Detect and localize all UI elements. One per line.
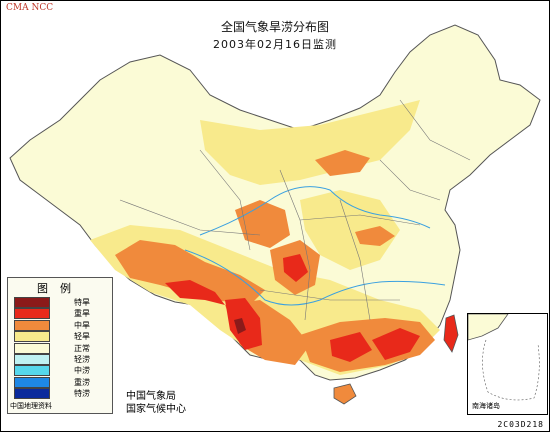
- moderate-drought-north: [315, 150, 370, 176]
- legend-swatch: [14, 297, 50, 308]
- agency-line1: 中国气象局: [126, 391, 176, 402]
- legend-box: 图例 特旱重旱 中旱轻旱 正常轻涝中涝 重涝特涝中国地理资料: [7, 277, 113, 414]
- legend-item: 特旱: [14, 297, 110, 309]
- legend-swatch: [14, 388, 50, 400]
- legend-source: 中国地理资料: [10, 402, 52, 410]
- hainan-island: [333, 383, 357, 405]
- legend-label: 中涝: [74, 366, 90, 376]
- legend-item: 中旱: [14, 319, 110, 332]
- legend-label: 中旱: [74, 320, 90, 330]
- agency-credit: 中国气象局 国家气候中心: [126, 390, 186, 416]
- severe-drought-guangxi: [330, 332, 372, 362]
- legend-swatch: [14, 308, 50, 320]
- inset-map: [467, 313, 540, 401]
- inset-label: 南海诸岛: [472, 402, 500, 410]
- legend-label: 特涝: [74, 389, 90, 399]
- legend-item: 轻涝: [14, 354, 110, 366]
- south-china-sea-inset: 南海诸岛: [467, 313, 548, 415]
- province-boundaries: [119, 99, 471, 321]
- inset-coastline: [467, 313, 509, 341]
- moderate-drought-qinghai: [235, 200, 290, 248]
- legend-label: 特旱: [74, 298, 90, 307]
- legend-label: 重旱: [74, 309, 90, 319]
- legend-swatch: [14, 342, 50, 354]
- legend-swatch: [14, 354, 50, 365]
- yangtze-river: [184, 249, 446, 306]
- legend-label: 重涝: [74, 377, 90, 387]
- legend-item: 重涝: [14, 376, 110, 389]
- legend-label: 轻旱: [74, 332, 90, 342]
- legend-swatch: [14, 319, 50, 331]
- map-code: 2C03D218: [497, 420, 544, 429]
- legend-swatch: [14, 365, 50, 377]
- severe-drought-taiwan: [443, 314, 459, 353]
- severe-drought-guangdong: [372, 328, 420, 360]
- severe-drought-tibet: [165, 280, 225, 305]
- agency-line2: 国家气候中心: [126, 404, 186, 415]
- moderate-drought-east: [355, 226, 395, 246]
- legend-title: 图例: [37, 282, 83, 295]
- yellow-river: [199, 186, 431, 236]
- severe-drought-sichuan: [283, 254, 308, 282]
- legend-item: 中涝: [14, 365, 110, 377]
- inset-boundary-line: [482, 339, 540, 401]
- legend-swatch: [14, 376, 50, 388]
- legend-swatch: [14, 331, 50, 343]
- map-title: 全国气象旱涝分布图: [220, 20, 329, 34]
- legend-item: 特涝: [14, 388, 110, 400]
- legend-item: 正常: [14, 342, 110, 355]
- legend-label: 轻涝: [74, 355, 90, 364]
- legend-item: 轻旱: [14, 331, 110, 343]
- map-date: 2003年02月16日监测: [213, 38, 337, 51]
- extreme-drought-yunnan: [234, 318, 246, 334]
- moderate-drought-tibet: [115, 240, 265, 305]
- legend-item: 重旱: [14, 308, 110, 320]
- legend-label: 正常: [74, 343, 90, 353]
- org-badge: CMA NCC: [6, 3, 54, 13]
